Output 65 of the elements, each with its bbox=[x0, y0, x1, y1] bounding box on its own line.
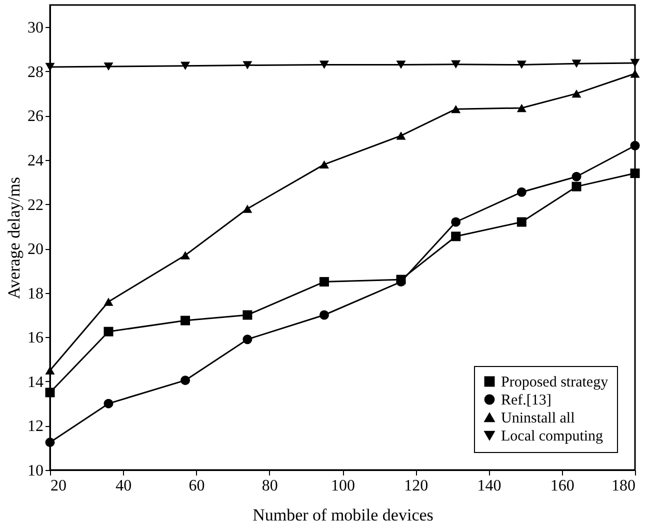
y-tick-label: 12 bbox=[28, 418, 44, 436]
x-tick-label: 180 bbox=[612, 478, 636, 494]
point bbox=[572, 182, 582, 192]
y-axis-title: Average delay/ms bbox=[4, 177, 24, 299]
point bbox=[45, 388, 55, 398]
x-tick-label: 100 bbox=[331, 478, 355, 494]
x-tick-label: 160 bbox=[550, 478, 574, 494]
x-tick-label: 140 bbox=[477, 478, 502, 494]
legend-label: Proposed strategy bbox=[501, 374, 609, 390]
point bbox=[396, 132, 406, 140]
x-tick-label: 120 bbox=[404, 478, 428, 494]
y-tick-label: 28 bbox=[28, 64, 44, 81]
y-tick-label: 18 bbox=[28, 285, 44, 302]
point bbox=[45, 438, 55, 448]
point bbox=[630, 140, 640, 150]
point bbox=[242, 61, 252, 70]
point bbox=[319, 310, 329, 320]
point bbox=[516, 104, 526, 112]
point bbox=[630, 70, 640, 78]
point bbox=[242, 204, 252, 213]
legend-label: Uninstall all bbox=[501, 410, 575, 426]
point bbox=[319, 277, 329, 287]
point bbox=[45, 62, 55, 72]
point bbox=[104, 62, 114, 71]
point bbox=[242, 310, 252, 320]
point bbox=[630, 168, 640, 178]
y-tick-label: 10 bbox=[28, 462, 44, 480]
point bbox=[104, 398, 114, 408]
point bbox=[396, 274, 406, 284]
y-tick-label: 24 bbox=[28, 152, 44, 170]
y-tick-label: 14 bbox=[28, 374, 44, 391]
point bbox=[180, 316, 190, 326]
point bbox=[516, 60, 526, 69]
point bbox=[104, 298, 114, 306]
point bbox=[451, 104, 461, 114]
point bbox=[451, 60, 461, 68]
x-tick-label: 80 bbox=[262, 478, 278, 494]
point bbox=[180, 62, 190, 70]
x-tick-label: 60 bbox=[188, 478, 205, 494]
point bbox=[451, 217, 461, 227]
point bbox=[180, 251, 190, 260]
point bbox=[572, 172, 582, 182]
y-tick-label: 26 bbox=[28, 108, 44, 126]
point bbox=[180, 376, 190, 386]
point bbox=[572, 60, 582, 68]
point bbox=[572, 89, 582, 98]
x-tick-label: 40 bbox=[116, 478, 132, 494]
point bbox=[242, 334, 252, 344]
point bbox=[396, 60, 406, 69]
legend-label: Ref.[13] bbox=[501, 392, 552, 408]
point bbox=[451, 232, 461, 242]
y-tick-label: 16 bbox=[28, 330, 44, 347]
point bbox=[104, 326, 114, 336]
y-tick-label: 20 bbox=[28, 241, 44, 258]
point bbox=[319, 160, 329, 169]
point bbox=[319, 60, 329, 69]
y-tick-label: 22 bbox=[28, 196, 44, 214]
x-axis-title: Number of mobile devices bbox=[252, 506, 434, 524]
point bbox=[516, 187, 526, 197]
point bbox=[45, 366, 55, 374]
legend-label: Local computing bbox=[501, 428, 604, 444]
x-tick-label: 20 bbox=[50, 478, 66, 494]
point bbox=[516, 217, 526, 227]
y-tick-label: 30 bbox=[28, 20, 44, 37]
point bbox=[630, 58, 640, 68]
